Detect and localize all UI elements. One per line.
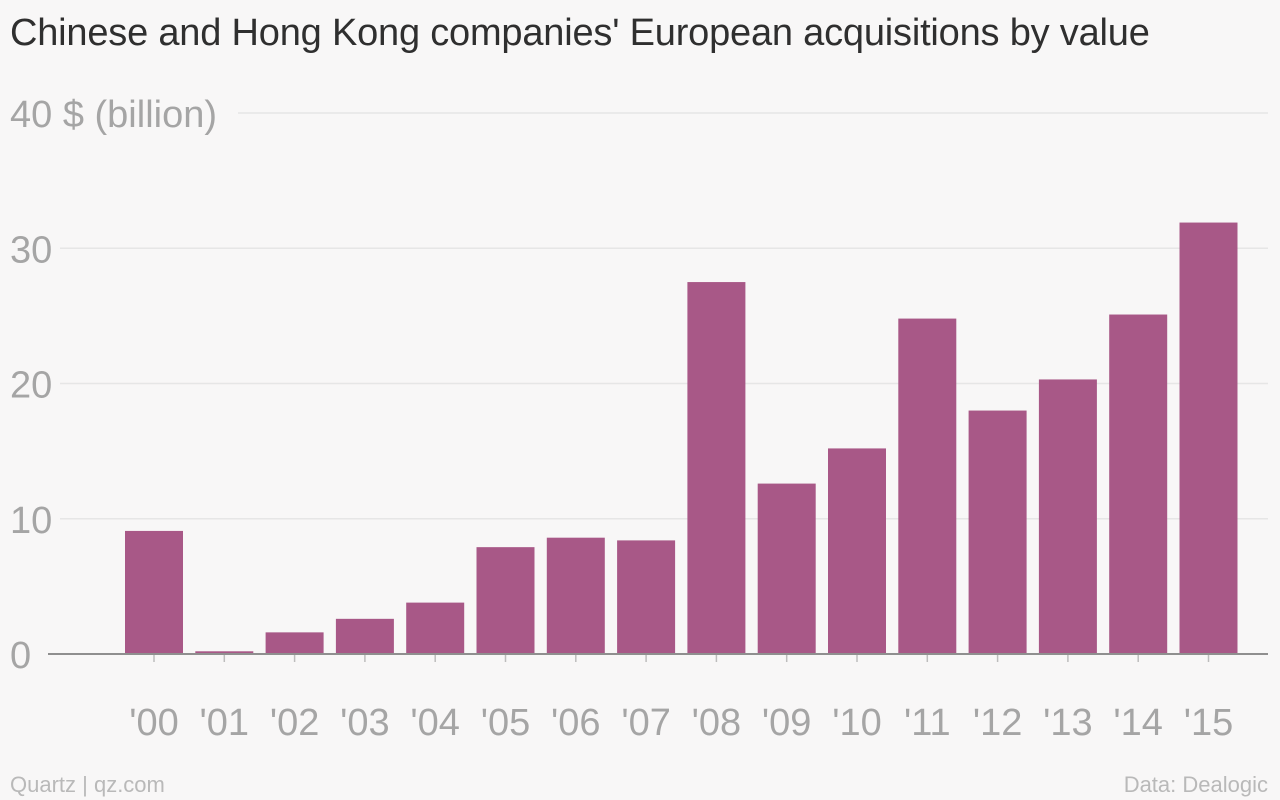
x-tick-label: '01 bbox=[200, 702, 250, 744]
data-source: Data: Dealogic bbox=[1123, 772, 1268, 797]
bar bbox=[335, 618, 394, 654]
y-axis-ticks: 0 10 20 30 40 $ (billion) bbox=[10, 94, 217, 677]
bar bbox=[828, 448, 886, 654]
bar bbox=[406, 602, 465, 654]
bar bbox=[546, 537, 605, 654]
bar bbox=[968, 410, 1027, 654]
bar bbox=[1179, 222, 1238, 655]
bars bbox=[125, 222, 1238, 655]
x-tick-label: '11 bbox=[904, 702, 951, 744]
x-tick-label: '14 bbox=[1113, 702, 1163, 744]
x-tick-label: '10 bbox=[832, 702, 882, 744]
bar bbox=[757, 483, 816, 654]
x-tick-label: '09 bbox=[762, 702, 812, 744]
x-tick-label: '05 bbox=[481, 702, 531, 744]
x-tick-label: '02 bbox=[270, 702, 320, 744]
bar bbox=[265, 632, 324, 654]
bar bbox=[195, 651, 254, 654]
bar bbox=[125, 530, 183, 654]
x-tick-label: '15 bbox=[1184, 702, 1234, 744]
y-tick-label: 10 bbox=[10, 500, 52, 542]
bar bbox=[1038, 379, 1097, 654]
x-tick-label: '00 bbox=[129, 702, 179, 744]
x-tick-label: '08 bbox=[692, 702, 742, 744]
x-tick-label: '07 bbox=[621, 702, 671, 744]
x-tick-label: '12 bbox=[973, 702, 1023, 744]
bar bbox=[617, 540, 676, 654]
y-tick-label: 20 bbox=[10, 365, 52, 407]
x-axis: '00 '01 '02 '03 '04 '05 '06 '07 '08 '09 '10 '11 '12 '… bbox=[48, 653, 1268, 744]
y-tick-label: 40 $ (billion) bbox=[10, 94, 217, 136]
x-tick-label: '03 bbox=[340, 702, 390, 744]
y-tick-label: 0 bbox=[10, 635, 31, 677]
bar bbox=[898, 318, 957, 654]
y-tick-label: 30 bbox=[10, 229, 52, 271]
chart-title: Chinese and Hong Kong companies' Europea… bbox=[10, 12, 1150, 54]
x-tick-label: '04 bbox=[410, 702, 460, 744]
source-credit: Quartz | qz.com bbox=[10, 772, 165, 797]
x-tick-label: '06 bbox=[551, 702, 601, 744]
bar bbox=[1109, 314, 1168, 654]
bar bbox=[476, 547, 535, 654]
x-tick-label: '13 bbox=[1043, 702, 1093, 744]
bar bbox=[687, 282, 746, 654]
